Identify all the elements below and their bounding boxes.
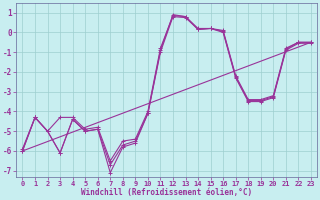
X-axis label: Windchill (Refroidissement éolien,°C): Windchill (Refroidissement éolien,°C)	[81, 188, 252, 197]
